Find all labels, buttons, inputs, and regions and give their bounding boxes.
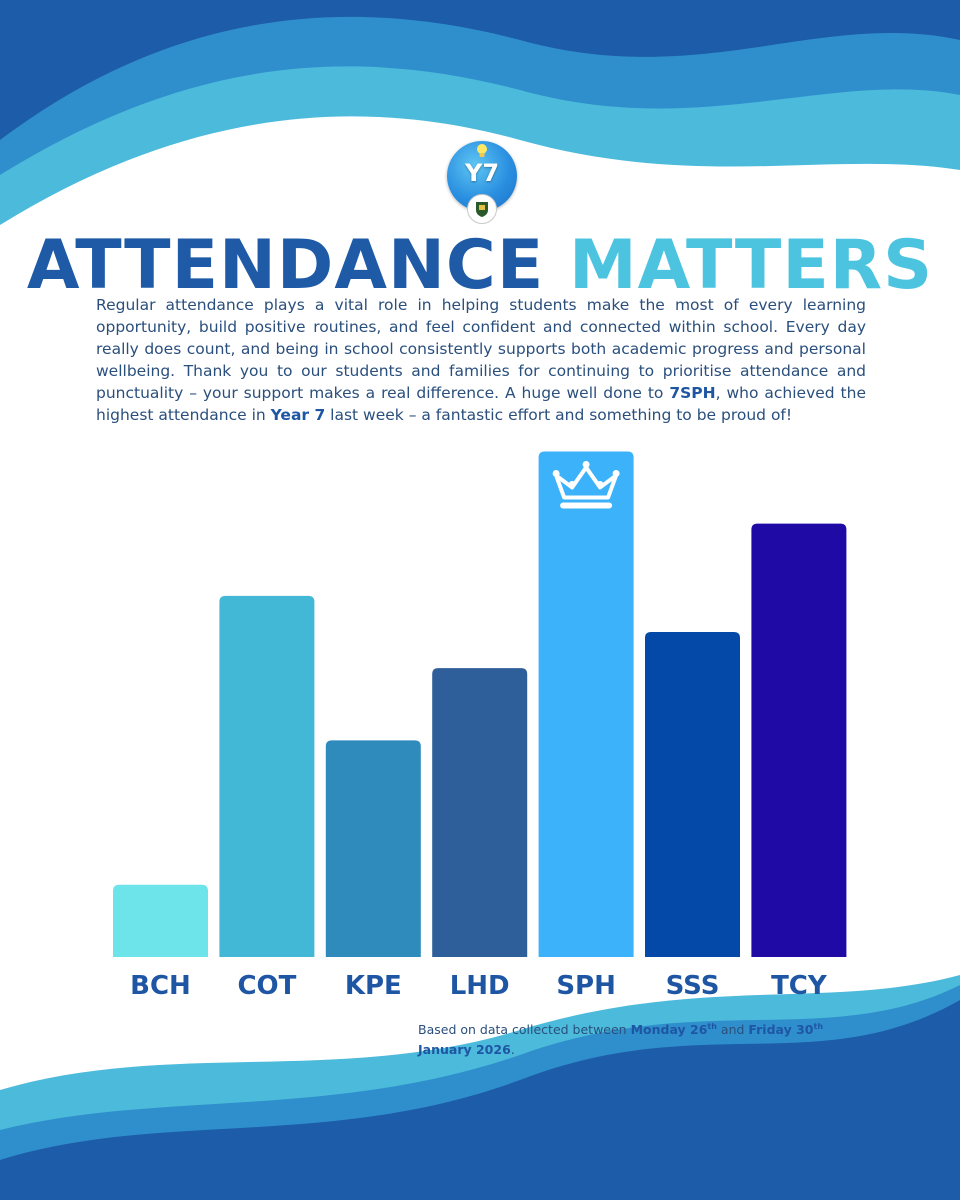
bar-sph — [538, 451, 634, 957]
footnote-month: January 2026 — [418, 1042, 511, 1057]
bar-cot — [219, 595, 315, 957]
footnote-start-date: Monday 26th — [631, 1022, 717, 1037]
bar-label-cot: COT — [237, 971, 296, 1001]
bar-bch — [113, 884, 208, 957]
bar-lhd — [432, 668, 528, 957]
data-footnote: Based on data collected between Monday 2… — [418, 1020, 858, 1060]
bar-label-tcy: TCY — [771, 971, 828, 1001]
intro-highlight-year: Year 7 — [270, 406, 326, 424]
bar-label-sss: SSS — [666, 971, 720, 1001]
bar-kpe — [325, 740, 421, 957]
bar-label-lhd: LHD — [450, 971, 510, 1001]
bar-label-kpe: KPE — [345, 971, 402, 1001]
logo-label: Y7 — [464, 159, 500, 187]
page-title: ATTENDANCE MATTERS — [0, 228, 960, 304]
footnote-start-day: Monday 26 — [630, 1022, 708, 1037]
intro-highlight-form: 7SPH — [669, 384, 716, 402]
bar-label-bch: BCH — [130, 971, 191, 1001]
footnote-end-date: Friday 30th January 2026 — [418, 1022, 823, 1057]
school-crest-icon — [467, 194, 497, 224]
lightbulb-icon — [477, 144, 487, 157]
intro-text-3: last week – a fantastic effort and somet… — [325, 406, 793, 424]
footnote-mid: and — [716, 1022, 749, 1037]
intro-paragraph: Regular attendance plays a vital role in… — [96, 294, 866, 426]
intro-text-2: , who achieved the highest attendance in — [96, 384, 866, 424]
footnote-end-day: Friday 30 — [748, 1022, 814, 1037]
footnote-suffix: . — [510, 1042, 515, 1057]
crown-icon — [552, 460, 620, 509]
footnote-prefix: Based on data collected between — [418, 1022, 631, 1037]
footnote-start-suffix: th — [707, 1021, 717, 1031]
bar-label-sph: SPH — [556, 971, 616, 1001]
attendance-bar-chart: BCH COT KPE LHD SPH SSS TCY — [113, 451, 847, 1001]
intro-text-1: Regular attendance plays a vital role in… — [96, 296, 866, 402]
bar-tcy — [751, 523, 847, 957]
title-word-matters: MATTERS — [568, 226, 934, 305]
footnote-end-suffix: th — [813, 1021, 824, 1031]
bar-sss — [645, 632, 740, 957]
title-word-attendance: ATTENDANCE — [26, 226, 545, 305]
